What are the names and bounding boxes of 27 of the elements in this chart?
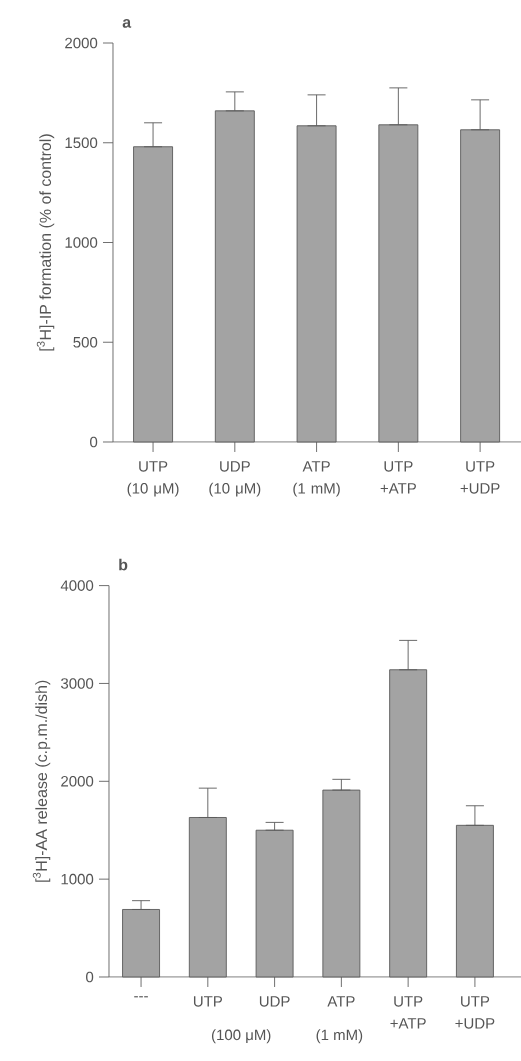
x-tick-label: --- <box>134 996 148 998</box>
y-tick-label: 1000 <box>65 237 98 248</box>
y-axis-title: [$^{3}$H]-AA release (c.p.m./dish) <box>32 680 51 882</box>
y-tick-label: 1000 <box>61 873 94 885</box>
x-tick-label: UTP (10 μM) <box>127 461 179 497</box>
y-tick-label: 2000 <box>65 37 98 49</box>
x-tick-label: UTP <box>193 996 223 1007</box>
x-tick-label: UTP +ATP <box>380 461 416 494</box>
y-tick-label: 4000 <box>60 580 94 591</box>
text: (100 μM) <box>211 1029 271 1044</box>
x-tick-label: UTP +ATP <box>390 996 426 1029</box>
x-tick-label: UTP +UDP <box>460 461 500 494</box>
x-tick-label: ATP <box>327 996 355 1007</box>
x-tick-label: UTP +UDP <box>455 996 495 1029</box>
y-tick-label: 0 <box>90 436 98 448</box>
y-tick-label: 1500 <box>65 137 98 149</box>
y-tick-label: 2000 <box>61 775 94 787</box>
x-tick-label: UDP <box>259 996 290 1007</box>
y-tick-label: 500 <box>73 336 98 348</box>
y-tick-label: 0 <box>86 971 94 983</box>
x-tick-label: UDP (10 μM) <box>209 461 261 497</box>
chart-title: b <box>119 558 128 571</box>
y-axis-title: [$^{3}$H]-IP formation (% of control) <box>36 134 55 351</box>
text: (1 mM) <box>316 1029 363 1044</box>
chart-title: a <box>122 19 132 28</box>
x-tick-label: ATP (1 mM) <box>293 461 340 497</box>
y-tick-label: 3000 <box>60 678 94 689</box>
